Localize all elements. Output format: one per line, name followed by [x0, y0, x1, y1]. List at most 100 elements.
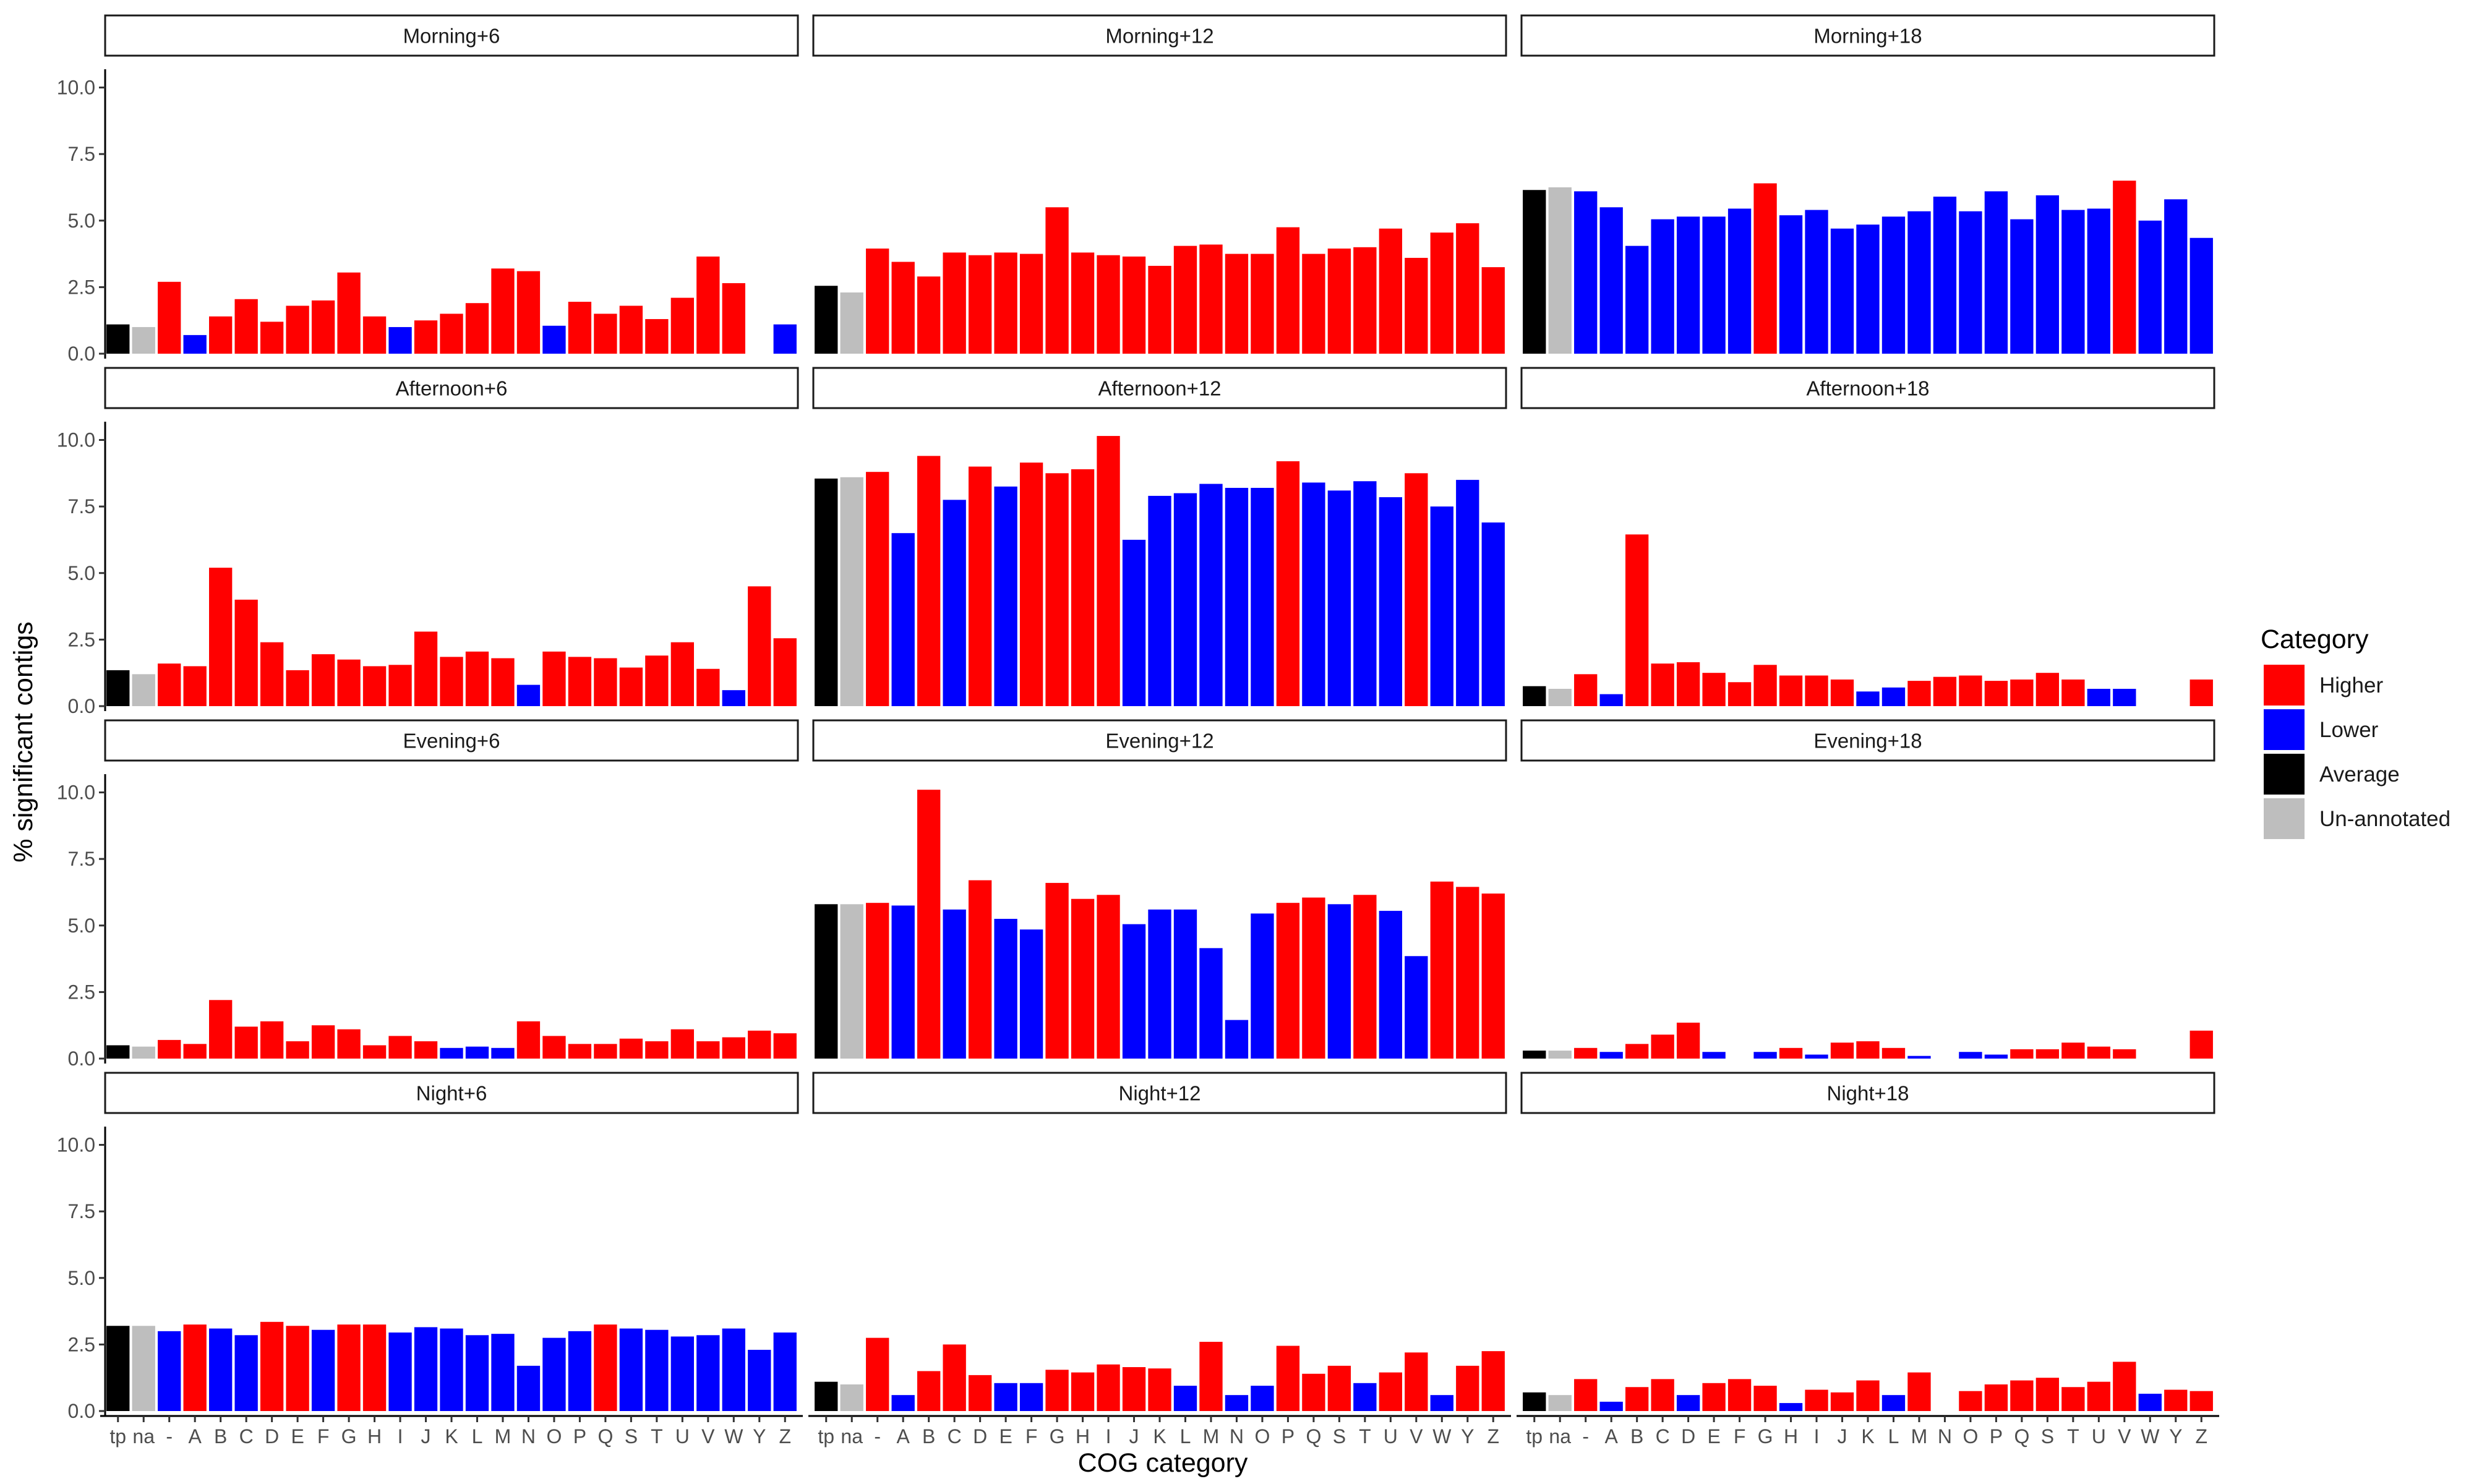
bar — [815, 286, 838, 354]
bar — [891, 262, 915, 354]
bar — [1225, 1395, 1249, 1411]
bar — [994, 486, 1017, 706]
bar — [388, 326, 412, 354]
bar — [568, 302, 592, 354]
bar — [917, 276, 941, 354]
x-tick-label: D — [1681, 1425, 1695, 1448]
facet-title: Night+12 — [1118, 1082, 1201, 1105]
bar — [1881, 216, 1906, 354]
bar — [968, 1375, 992, 1411]
bar — [2087, 1381, 2110, 1411]
bar — [917, 1371, 941, 1411]
bar — [1625, 534, 1649, 706]
x-tick-label: G — [341, 1425, 357, 1448]
bar — [1276, 461, 1300, 706]
bar — [1148, 1368, 1171, 1411]
bar — [619, 305, 643, 354]
x-tick-label: S — [1333, 1425, 1346, 1448]
bar — [1856, 1041, 1880, 1059]
bar — [1959, 1052, 1982, 1059]
bar — [1625, 245, 1649, 354]
bar — [388, 1333, 412, 1411]
bar — [968, 466, 992, 706]
y-tick-label: 0.0 — [68, 343, 95, 365]
bar — [1881, 1047, 1906, 1059]
bar — [2164, 199, 2188, 354]
bar — [1830, 1043, 1854, 1059]
bar — [2061, 1387, 2085, 1411]
bar — [840, 1384, 863, 1411]
x-tick-label: C — [239, 1425, 254, 1448]
facet-title: Evening+18 — [1813, 730, 1922, 753]
bar — [1599, 207, 1623, 354]
bar — [2113, 181, 2136, 354]
bar — [1881, 1395, 1906, 1411]
bar — [183, 666, 207, 706]
x-tick-label: I — [1106, 1425, 1111, 1448]
bar — [645, 1329, 669, 1411]
bar — [209, 568, 233, 706]
bar — [1959, 1391, 1982, 1411]
bar — [594, 313, 617, 354]
bar — [696, 668, 720, 706]
bar — [1199, 484, 1223, 706]
facet-strip — [104, 719, 799, 762]
bar — [491, 1334, 515, 1411]
bar — [388, 1036, 412, 1059]
facet-strip — [104, 14, 799, 57]
bar — [158, 1331, 181, 1411]
bar — [286, 1326, 309, 1411]
bar — [2138, 1394, 2162, 1411]
bar — [1327, 904, 1351, 1059]
bar — [1574, 674, 1598, 706]
bar — [917, 790, 941, 1059]
bar — [1430, 881, 1453, 1059]
bar — [840, 904, 863, 1059]
bar — [1727, 208, 1752, 354]
bar — [414, 631, 438, 706]
x-tick-label: O — [1963, 1425, 1978, 1448]
x-tick-label: H — [1784, 1425, 1798, 1448]
bar — [1379, 228, 1402, 354]
bar — [1548, 1395, 1572, 1411]
x-tick-label: M — [495, 1425, 511, 1448]
bar — [568, 1044, 592, 1059]
bar — [1984, 1384, 2008, 1411]
bar — [1097, 436, 1120, 706]
bar — [1651, 663, 1674, 706]
bar — [106, 1045, 130, 1059]
x-tick-label: P — [1990, 1425, 2003, 1448]
bar — [1651, 1379, 1674, 1411]
bar — [414, 1327, 438, 1411]
x-tick-label: M — [1203, 1425, 1220, 1448]
x-tick-label: G — [1050, 1425, 1065, 1448]
x-tick-label: W — [1432, 1425, 1452, 1448]
facet-title: Morning+18 — [1813, 25, 1922, 48]
x-tick-label: I — [398, 1425, 403, 1448]
bar — [568, 1331, 592, 1411]
bar — [1805, 675, 1828, 706]
bar — [1199, 948, 1223, 1059]
x-tick-label: - — [874, 1425, 881, 1448]
x-tick-label: U — [1384, 1425, 1398, 1448]
bar — [1805, 210, 1828, 354]
bar — [491, 1047, 515, 1059]
bar — [2189, 1030, 2213, 1059]
bar — [1379, 911, 1402, 1059]
bar — [1353, 247, 1377, 354]
bar — [1881, 687, 1906, 706]
bar — [568, 657, 592, 706]
bar — [722, 1328, 745, 1411]
bar — [362, 316, 387, 354]
bar — [311, 654, 335, 706]
bar — [2035, 1049, 2060, 1059]
bar — [1481, 1351, 1505, 1411]
bar — [1753, 665, 1777, 706]
bar — [1481, 893, 1505, 1059]
bar — [1071, 1372, 1095, 1411]
bar — [1779, 215, 1803, 354]
bar — [1984, 681, 2008, 706]
bar — [1907, 1055, 1931, 1059]
bar — [388, 665, 412, 706]
bar — [773, 638, 797, 706]
